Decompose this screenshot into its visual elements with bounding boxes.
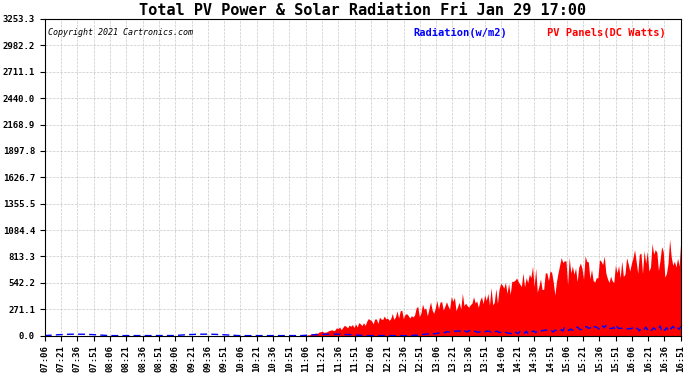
- Text: PV Panels(DC Watts): PV Panels(DC Watts): [547, 28, 666, 39]
- Title: Total PV Power & Solar Radiation Fri Jan 29 17:00: Total PV Power & Solar Radiation Fri Jan…: [139, 3, 586, 18]
- Text: Copyright 2021 Cartronics.com: Copyright 2021 Cartronics.com: [48, 28, 193, 38]
- Text: Radiation(w/m2): Radiation(w/m2): [413, 28, 507, 39]
